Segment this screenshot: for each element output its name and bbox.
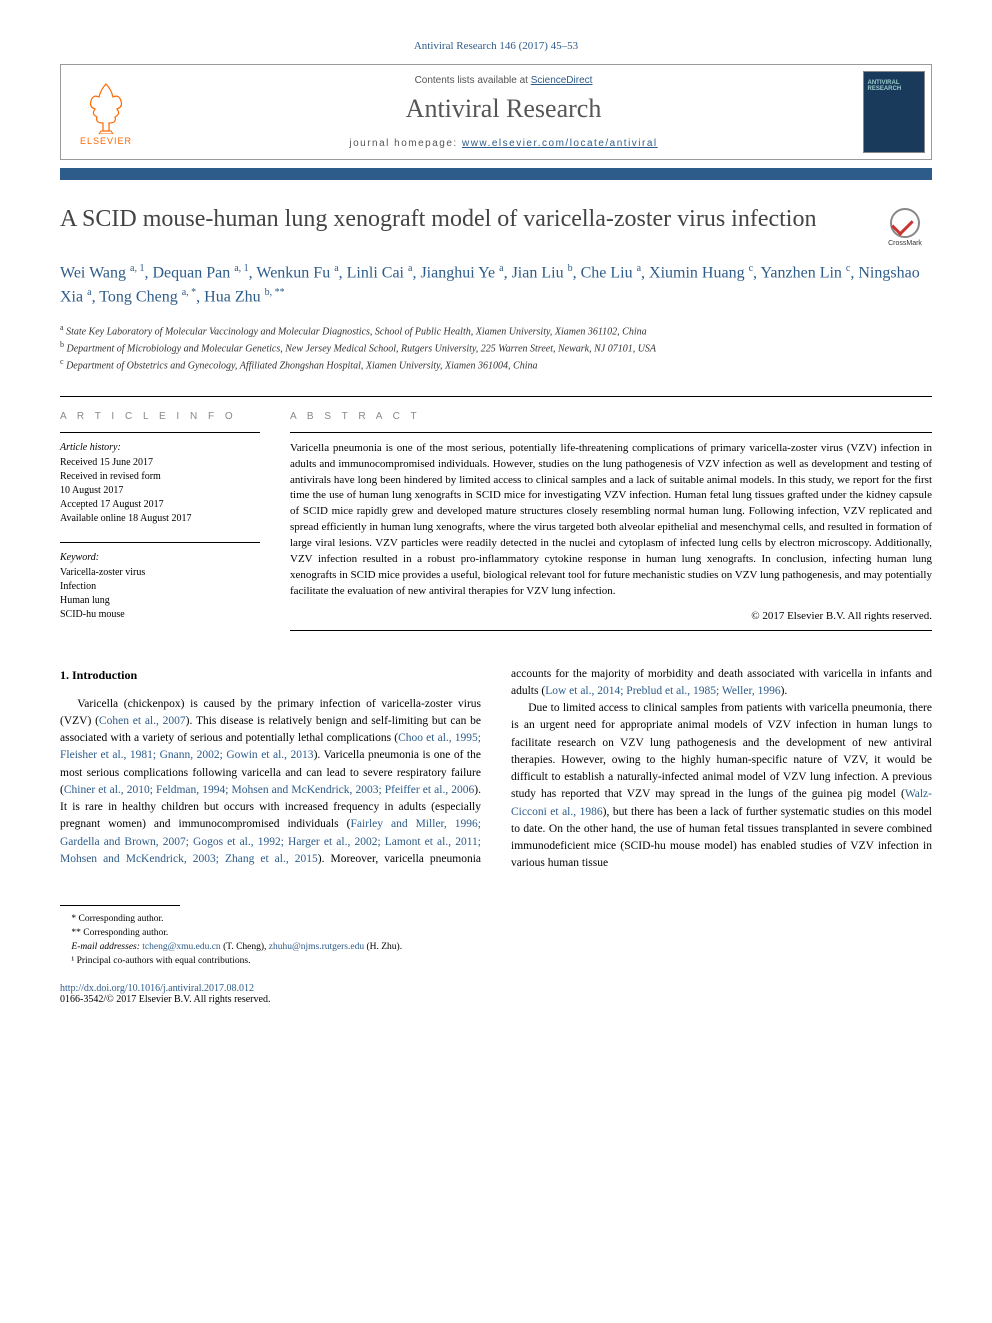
homepage-prefix: journal homepage: xyxy=(349,138,462,149)
body-paragraph: Due to limited access to clinical sample… xyxy=(511,700,932,873)
history-line: 10 August 2017 xyxy=(60,484,260,498)
footnotes: * Corresponding author. ** Corresponding… xyxy=(60,912,932,969)
email-label: E-mail addresses: xyxy=(71,942,140,952)
doi-link[interactable]: http://dx.doi.org/10.1016/j.antiviral.20… xyxy=(60,983,254,994)
header-divider-bar xyxy=(60,168,932,180)
corresponding-note: ** Corresponding author. xyxy=(60,926,932,940)
keyword-header: Keyword: xyxy=(60,551,260,565)
footer-copyright: 0166-3542/© 2017 Elsevier B.V. All right… xyxy=(60,994,932,1005)
history-line: Accepted 17 August 2017 xyxy=(60,498,260,512)
affiliation-line: c Department of Obstetrics and Gynecolog… xyxy=(60,356,932,373)
divider xyxy=(290,432,932,433)
corresponding-note: * Corresponding author. xyxy=(60,912,932,926)
crossmark-badge[interactable]: CrossMark xyxy=(878,208,932,247)
contribution-note: ¹ Principal co-authors with equal contri… xyxy=(60,954,932,968)
divider xyxy=(60,396,932,397)
footnote-separator xyxy=(60,905,180,906)
header-middle: Contents lists available at ScienceDirec… xyxy=(151,65,856,159)
divider xyxy=(60,432,260,433)
divider xyxy=(290,630,932,631)
affiliation-line: a State Key Laboratory of Molecular Vacc… xyxy=(60,322,932,339)
homepage-link[interactable]: www.elsevier.com/locate/antiviral xyxy=(462,138,658,149)
contents-prefix: Contents lists available at xyxy=(415,75,531,86)
email-note: E-mail addresses: tcheng@xmu.edu.cn (T. … xyxy=(60,940,932,954)
journal-name: Antiviral Research xyxy=(171,94,836,124)
crossmark-icon xyxy=(890,208,920,238)
cover-thumbnail-cell: ANTIVIRAL RESEARCH xyxy=(856,65,931,159)
abstract-text: Varicella pneumonia is one of the most s… xyxy=(290,441,932,600)
history-lines: Received 15 June 2017Received in revised… xyxy=(60,456,260,526)
email-link[interactable]: tcheng@xmu.edu.cn xyxy=(142,942,220,952)
email-link[interactable]: zhuhu@njms.rutgers.edu xyxy=(269,942,364,952)
keyword-line: Human lung xyxy=(60,594,260,608)
crossmark-label: CrossMark xyxy=(878,240,932,247)
section-heading: 1. Introduction xyxy=(60,666,481,684)
citation-link[interactable]: Chiner et al., 2010; Feldman, 1994; Mohs… xyxy=(64,784,474,796)
history-line: Received in revised form xyxy=(60,470,260,484)
history-line: Received 15 June 2017 xyxy=(60,456,260,470)
keyword-line: Infection xyxy=(60,580,260,594)
elsevier-tree-icon xyxy=(81,79,131,134)
history-header: Article history: xyxy=(60,441,260,455)
body-text: 1. Introduction Varicella (chickenpox) i… xyxy=(60,666,932,873)
sciencedirect-link[interactable]: ScienceDirect xyxy=(531,75,593,86)
abstract-column: A B S T R A C T Varicella pneumonia is o… xyxy=(290,411,932,638)
contents-list-line: Contents lists available at ScienceDirec… xyxy=(171,75,836,86)
keyword-lines: Varicella-zoster virusInfectionHuman lun… xyxy=(60,566,260,622)
email-name: (T. Cheng), xyxy=(223,942,266,952)
publisher-logo-cell: ELSEVIER xyxy=(61,65,151,159)
citation-header: Antiviral Research 146 (2017) 45–53 xyxy=(60,40,932,52)
citation-link[interactable]: Cohen et al., 2007 xyxy=(99,715,186,727)
publisher-name: ELSEVIER xyxy=(80,136,132,146)
divider xyxy=(60,542,260,543)
affiliation-line: b Department of Microbiology and Molecul… xyxy=(60,339,932,356)
keyword-line: Varicella-zoster virus xyxy=(60,566,260,580)
affiliations: a State Key Laboratory of Molecular Vacc… xyxy=(60,322,932,374)
email-name: (H. Zhu). xyxy=(366,942,402,952)
article-info-column: A R T I C L E I N F O Article history: R… xyxy=(60,411,260,638)
cover-title-text: ANTIVIRAL RESEARCH xyxy=(868,80,924,92)
abstract-copyright: © 2017 Elsevier B.V. All rights reserved… xyxy=(290,610,932,622)
doi-line: http://dx.doi.org/10.1016/j.antiviral.20… xyxy=(60,983,932,994)
citation-link[interactable]: Low et al., 2014; Preblud et al., 1985; … xyxy=(545,685,780,697)
keyword-line: SCID-hu mouse xyxy=(60,608,260,622)
homepage-line: journal homepage: www.elsevier.com/locat… xyxy=(171,138,836,149)
journal-cover-icon: ANTIVIRAL RESEARCH xyxy=(863,71,925,153)
author-list: Wei Wang a, 1, Dequan Pan a, 1, Wenkun F… xyxy=(60,261,932,310)
abstract-label: A B S T R A C T xyxy=(290,411,932,422)
history-line: Available online 18 August 2017 xyxy=(60,512,260,526)
article-title: A SCID mouse-human lung xenograft model … xyxy=(60,204,862,234)
article-info-label: A R T I C L E I N F O xyxy=(60,411,260,422)
journal-header-box: ELSEVIER Contents lists available at Sci… xyxy=(60,64,932,160)
